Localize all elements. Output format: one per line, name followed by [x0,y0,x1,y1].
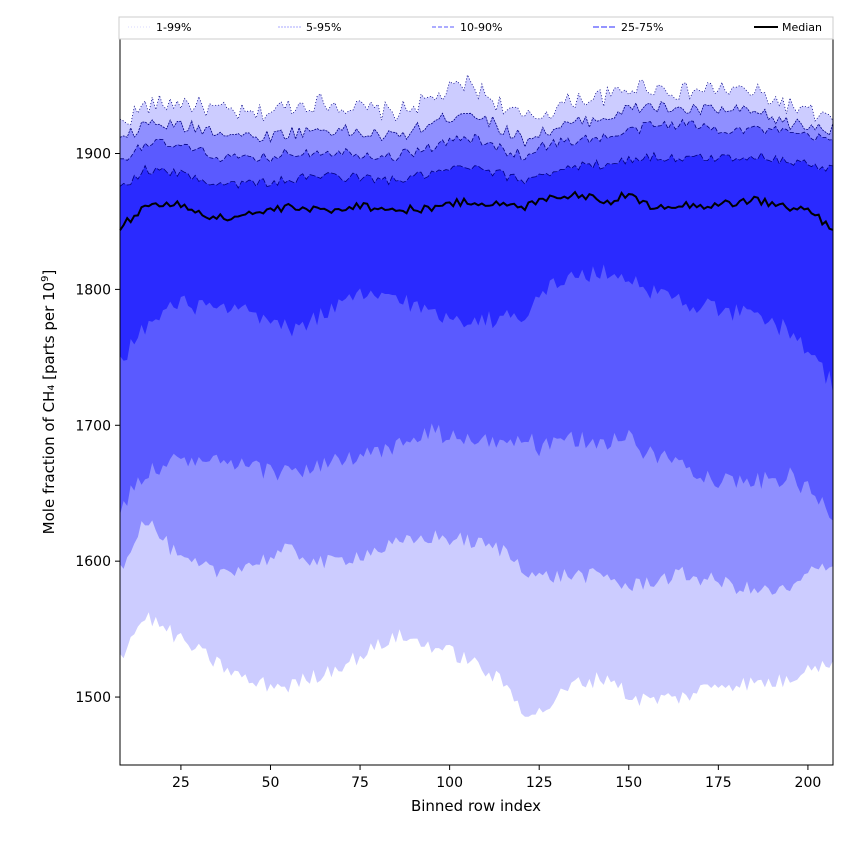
x-axis-title: Binned row index [411,797,541,815]
y-tick-label: 1600 [75,554,111,570]
legend-label-median: Median [782,21,822,34]
y-tick-label: 1500 [75,690,111,706]
legend-label-p10_90: 10-90% [460,21,502,34]
median-line [119,190,834,231]
x-axis: 25 50 75 100 125 150 175 200 [172,765,821,791]
band-25-75 [120,152,833,394]
y-axis-title: Mole fraction of CH₄ [parts per 109] [40,270,58,535]
p75-line [119,151,834,189]
y-tick-label: 1900 [75,147,111,163]
p90-line [120,118,834,163]
legend-label-p25_75: 25-75% [621,21,663,34]
x-tick-label: 100 [436,775,463,791]
y-tick-label: 1700 [75,418,111,434]
y-axis-title-tail: ] [40,270,58,276]
plot-area [119,37,834,766]
percentile-lines [119,73,834,231]
x-tick-label: 25 [172,775,190,791]
p95-line [119,101,834,148]
x-tick-label: 125 [526,775,553,791]
x-tick-label: 150 [615,775,642,791]
percentile-bands [120,74,833,717]
y-axis-title-superscript: 9 [40,276,51,282]
x-tick-label: 50 [262,775,280,791]
y-axis: 1500 1600 1700 1800 1900 [75,147,120,706]
x-tick-label: 175 [705,775,732,791]
x-tick-label: 75 [351,775,369,791]
legend-box [118,16,834,40]
y-tick-label: 1800 [75,282,111,298]
legend-label-p1_99: 1-99% [156,21,191,34]
y-axis-title-main: Mole fraction of CH₄ [parts per 10 [40,282,58,534]
legend: 1-99% 5-95% 10-90% 25-75% Median [118,16,834,40]
legend-label-p5_95: 5-95% [306,21,341,34]
x-tick-label: 200 [795,775,822,791]
